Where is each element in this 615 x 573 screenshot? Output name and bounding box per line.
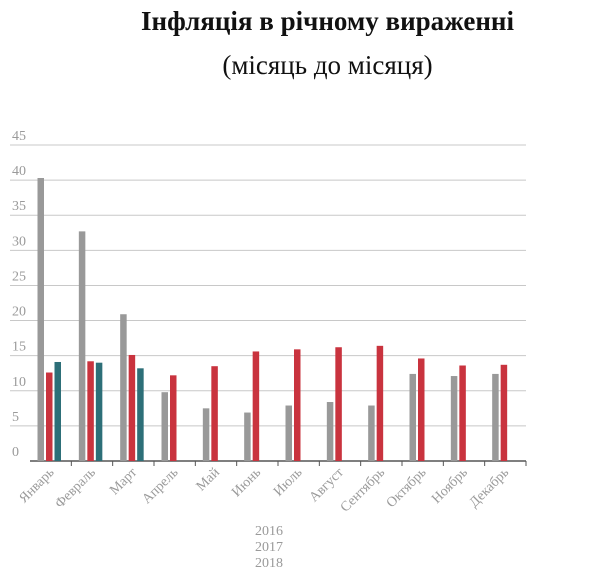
bar-2018 — [54, 361, 61, 461]
bar-2016 — [202, 408, 210, 461]
y-tick-label: 15 — [12, 340, 26, 355]
bar-2017 — [418, 358, 425, 461]
bar-2018 — [137, 368, 144, 461]
bar-2016 — [326, 402, 334, 461]
x-tick-label: Октябрь — [384, 465, 430, 511]
y-tick-label: 5 — [12, 410, 19, 425]
chart-title: Інфляція в річному вираженні — [141, 6, 514, 36]
y-tick-label: 0 — [12, 445, 19, 460]
x-tick-label: Июнь — [229, 465, 264, 500]
bar-2017 — [211, 366, 218, 461]
y-tick-label: 35 — [12, 199, 26, 214]
x-tick-label: Сентябрь — [338, 465, 388, 515]
y-tick-label: 45 — [12, 129, 26, 144]
y-tick-label: 40 — [12, 164, 26, 179]
x-tick-label: Март — [107, 465, 140, 498]
legend-item-2018: 2018 — [255, 556, 283, 571]
bar-2016 — [285, 405, 292, 461]
bar-2017 — [128, 354, 136, 461]
chart-subtitle: (місяць до місяця) — [222, 50, 433, 80]
y-tick-label: 30 — [12, 234, 26, 249]
bar-2016 — [244, 412, 251, 461]
bar-2017 — [46, 372, 53, 461]
bar-2016 — [37, 178, 44, 461]
bar-2016 — [492, 373, 499, 461]
x-tick-label: Декабрь — [467, 465, 512, 510]
bar-2017 — [459, 365, 466, 461]
y-tick-label: 10 — [12, 375, 26, 390]
bar-2017 — [335, 347, 342, 461]
bar-2018 — [95, 362, 103, 461]
bar-2017 — [252, 351, 260, 461]
legend-item-2017: 2017 — [255, 540, 283, 555]
x-tick-label: Май — [194, 465, 223, 494]
bar-2016 — [450, 376, 458, 461]
bar-2017 — [170, 375, 177, 461]
legend-item-2016: 2016 — [255, 524, 283, 539]
x-tick-label: Июль — [271, 465, 305, 499]
x-tick-label: Январь — [17, 465, 58, 506]
bar-2016 — [161, 392, 168, 461]
y-tick-label: 25 — [12, 269, 26, 284]
bar-2016 — [368, 405, 375, 461]
legend: 2016 2017 2018 — [234, 524, 304, 572]
x-tick-label: Апрель — [140, 465, 182, 507]
bar-2017 — [376, 345, 384, 461]
bar-2017 — [87, 361, 94, 461]
x-tick-label: Ноябрь — [429, 465, 471, 507]
bar-2017 — [500, 364, 508, 461]
bar-2016 — [78, 231, 86, 461]
x-tick-label: Август — [307, 465, 347, 505]
bar-2016 — [120, 314, 127, 461]
y-tick-label: 20 — [12, 305, 26, 320]
bar-2017 — [294, 349, 301, 461]
bar-2016 — [409, 373, 416, 461]
x-tick-label: Февраль — [52, 465, 98, 511]
